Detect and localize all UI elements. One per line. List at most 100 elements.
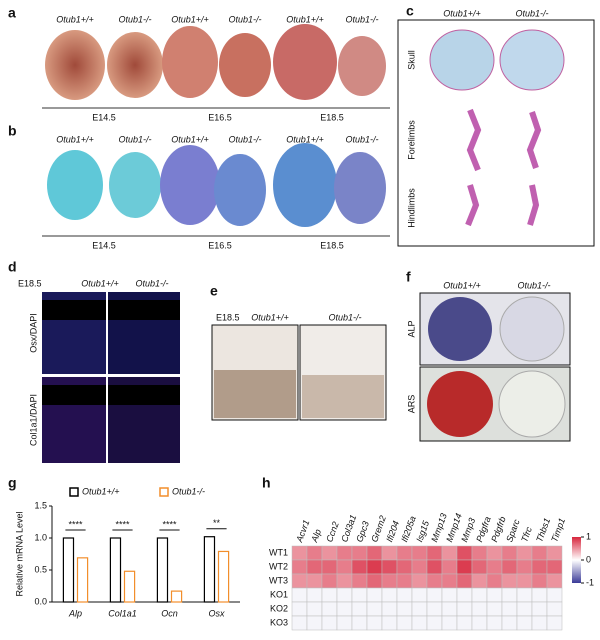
heatmap-cell: [456, 545, 473, 561]
heatmap-cell: [426, 601, 443, 617]
panel-label: b: [8, 123, 17, 139]
heatmap-cell: [546, 601, 563, 617]
panel-label: d: [8, 259, 17, 275]
panel-label: f: [406, 269, 411, 285]
heatmap-cell: [441, 587, 458, 603]
heatmap-cell: [471, 559, 488, 575]
heatmap-cell: [531, 573, 548, 589]
heatmap-cell: [501, 615, 518, 631]
heatmap-cell: [441, 615, 458, 631]
colorbar: [572, 537, 581, 583]
heatmap-cell: [396, 559, 413, 575]
heatmap-cell: [381, 615, 398, 631]
heatmap-cell: [336, 615, 353, 631]
heatmap-cell: [381, 587, 398, 603]
colorbar-tick-label: -1: [586, 577, 594, 587]
heatmap-cell: [516, 573, 533, 589]
heatmap-cell: [426, 559, 443, 575]
stage: E18.5: [18, 278, 42, 288]
heatmap-cell: [426, 573, 443, 589]
heatmap-cell: [456, 559, 473, 575]
heatmap-cell: [366, 587, 383, 603]
colorbar-tick-label: 1: [586, 531, 591, 541]
heatmap-cell: [471, 587, 488, 603]
x-tick-label: Osx: [208, 608, 225, 618]
stage: E14.5: [92, 112, 116, 122]
heatmap-cell: [501, 601, 518, 617]
heatmap-cell: [516, 559, 533, 575]
heatmap-cell: [351, 601, 368, 617]
heatmap-cell: [291, 601, 308, 617]
significance-label: ****: [115, 519, 130, 529]
genotype: Otub1+/+: [443, 280, 481, 290]
significance-label: ****: [162, 519, 177, 529]
heatmap-cell: [516, 587, 533, 603]
heatmap-cell: [336, 559, 353, 575]
genotype: Otub1-/-: [118, 134, 151, 144]
heatmap-cell: [396, 545, 413, 561]
heatmap-cell: [336, 573, 353, 589]
y-tick-label: 0.5: [34, 564, 47, 574]
genotype: Otub1+/+: [443, 8, 481, 18]
heatmap-cell: [291, 573, 308, 589]
heatmap-cell: [366, 559, 383, 575]
genotype: Otub1+/+: [251, 312, 289, 322]
heatmap-cell: [396, 615, 413, 631]
genotype: Otub1+/+: [171, 14, 209, 24]
heatmap-cell: [441, 573, 458, 589]
heatmap-cell: [381, 545, 398, 561]
genotype: Otub1+/+: [286, 14, 324, 24]
y-tick-label: 1.0: [34, 532, 47, 542]
ihc-images: [211, 324, 387, 421]
heatmap-cell: [306, 587, 323, 603]
heatmap-cell: [486, 601, 503, 617]
significance-label: **: [213, 518, 221, 528]
genotype: Otub1+/+: [81, 278, 119, 288]
heatmap-cell: [426, 615, 443, 631]
heatmap-cell: [501, 573, 518, 589]
stain-label: Col1a1/DAPI: [28, 394, 38, 446]
genotype: Otub1-/-: [228, 134, 261, 144]
heatmap-cell: [336, 601, 353, 617]
y-tick-label: 1.5: [34, 500, 47, 510]
heatmap-cell: [366, 573, 383, 589]
row-label: Skull: [406, 50, 416, 70]
heatmap-cell: [291, 559, 308, 575]
row-label: KO1: [270, 589, 288, 599]
heatmap-cell: [471, 573, 488, 589]
heatmap-cell: [351, 587, 368, 603]
heatmap-cell: [546, 615, 563, 631]
row-label: WT2: [269, 561, 288, 571]
heatmap-cell: [456, 601, 473, 617]
heatmap-cell: [426, 545, 443, 561]
embryo-photos: [42, 24, 390, 109]
row-label: Hindlimbs: [406, 188, 416, 228]
panel-label: c: [406, 3, 414, 19]
heatmap-cell: [531, 545, 548, 561]
stain-label: ARS: [406, 395, 416, 414]
heatmap-cell: [396, 573, 413, 589]
heatmap-cell: [471, 545, 488, 561]
significance-label: ****: [68, 519, 83, 529]
heatmap-cell: [396, 587, 413, 603]
heatmap-cell: [381, 573, 398, 589]
heatmap-cell: [531, 559, 548, 575]
row-label: KO3: [270, 617, 288, 627]
legend-swatch: [69, 487, 79, 497]
heatmap-cell: [426, 587, 443, 603]
legend-label: Otub1+/+: [82, 486, 120, 496]
heatmap-cell: [456, 615, 473, 631]
row-label: WT1: [269, 547, 288, 557]
heatmap-cell: [291, 545, 308, 561]
genotype: Otub1-/-: [135, 278, 168, 288]
stage: E18.5: [320, 112, 344, 122]
heatmap-cell: [351, 559, 368, 575]
heatmap-cell: [411, 601, 428, 617]
genotype: Otub1+/+: [56, 14, 94, 24]
heatmap-cell: [321, 587, 338, 603]
heatmap-cell: [321, 559, 338, 575]
heatmap-cell: [546, 587, 563, 603]
genotype: Otub1+/+: [286, 134, 324, 144]
bar: [170, 590, 183, 603]
panel-label: e: [210, 283, 218, 299]
